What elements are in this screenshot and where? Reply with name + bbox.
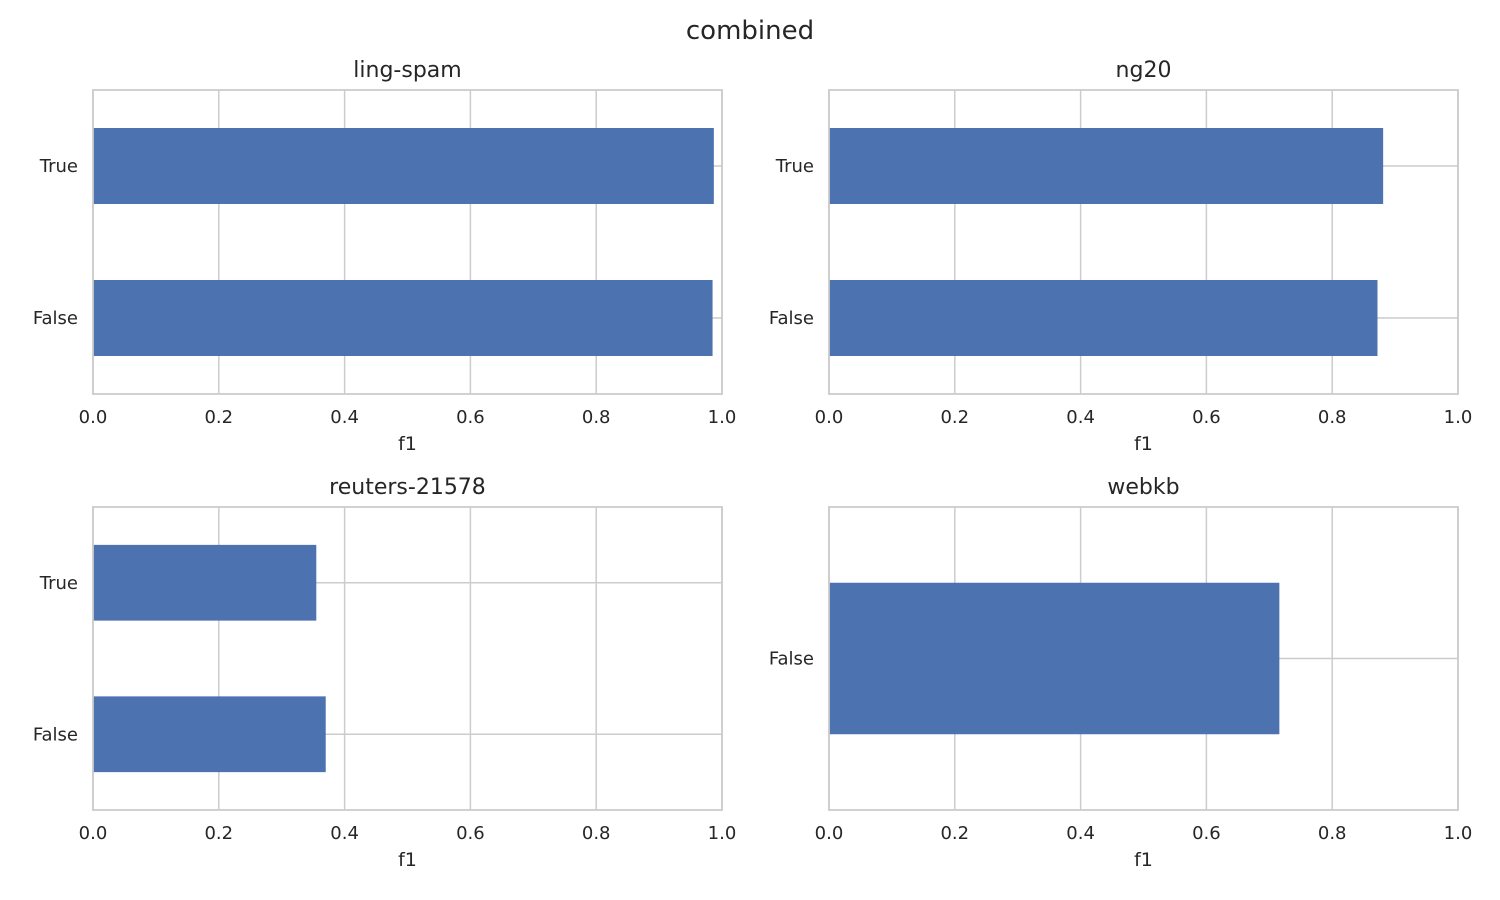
x-tick-label: 0.6 <box>1192 407 1221 428</box>
bar-false <box>829 582 1280 735</box>
x-tick-label: 0.8 <box>582 823 611 844</box>
axes-frame <box>92 506 723 811</box>
x-axis-label: f1 <box>1134 433 1153 455</box>
x-tick-label: 0.2 <box>940 823 969 844</box>
x-tick-label: 1.0 <box>708 823 737 844</box>
subplot-title: webkb <box>1107 475 1179 500</box>
axes-frame <box>92 89 723 395</box>
y-tick-label: False <box>769 308 814 329</box>
y-tick-label: False <box>33 308 78 329</box>
x-tick-label: 0.4 <box>330 823 359 844</box>
x-tick-label: 0.8 <box>1318 407 1347 428</box>
x-tick-label: 0.8 <box>1318 823 1347 844</box>
x-tick-label: 0.6 <box>456 407 485 428</box>
figure-title: combined <box>686 16 814 46</box>
subplot-title: reuters-21578 <box>329 475 486 500</box>
subplot-4: webkb 0.0 0.2 0.4 0.6 0.8 1.0 False f1 <box>769 475 1473 871</box>
subplot-title: ling-spam <box>353 58 461 83</box>
x-tick-label: 0.6 <box>1192 823 1221 844</box>
x-tick-label: 1.0 <box>708 407 737 428</box>
y-tick-label: True <box>39 573 78 594</box>
x-axis-label: f1 <box>398 433 417 455</box>
x-tick-label: 0.4 <box>1066 823 1095 844</box>
x-tick-label: 0.2 <box>940 407 969 428</box>
y-tick-label: True <box>39 156 78 177</box>
x-axis-label: f1 <box>1134 849 1153 871</box>
x-tick-label: 0.8 <box>582 407 611 428</box>
x-tick-label: 0.4 <box>330 407 359 428</box>
x-tick-label: 1.0 <box>1444 407 1473 428</box>
subplot-title: ng20 <box>1116 58 1172 83</box>
bar-false <box>93 280 713 356</box>
x-tick-label: 0.0 <box>815 407 844 428</box>
axes-frame <box>828 89 1459 395</box>
subplot-1: ling-spam 0.0 0.2 0.4 0.6 0.8 1.0 True False f1 <box>33 58 737 455</box>
bar-true <box>829 128 1384 204</box>
x-tick-label: 0.2 <box>204 823 233 844</box>
x-tick-label: 1.0 <box>1444 823 1473 844</box>
x-tick-label: 0.2 <box>204 407 233 428</box>
bar-false <box>829 280 1378 356</box>
bar-false <box>93 696 326 773</box>
subplot-3: reuters-21578 0.0 0.2 0.4 0.6 0.8 1.0 True False… <box>33 475 737 871</box>
y-tick-label: False <box>769 649 814 670</box>
x-tick-label: 0.4 <box>1066 407 1095 428</box>
y-tick-label: False <box>33 724 78 745</box>
x-axis-label: f1 <box>398 849 417 871</box>
bar-true <box>93 128 714 204</box>
x-tick-label: 0.0 <box>815 823 844 844</box>
bar-true <box>93 544 317 621</box>
x-tick-label: 0.0 <box>79 823 108 844</box>
subplot-2: ng20 0.0 0.2 0.4 0.6 0.8 1.0 True False f1 <box>769 58 1473 455</box>
y-tick-label: True <box>775 156 814 177</box>
axes-frame <box>828 506 1459 811</box>
x-tick-label: 0.0 <box>79 407 108 428</box>
x-tick-label: 0.6 <box>456 823 485 844</box>
